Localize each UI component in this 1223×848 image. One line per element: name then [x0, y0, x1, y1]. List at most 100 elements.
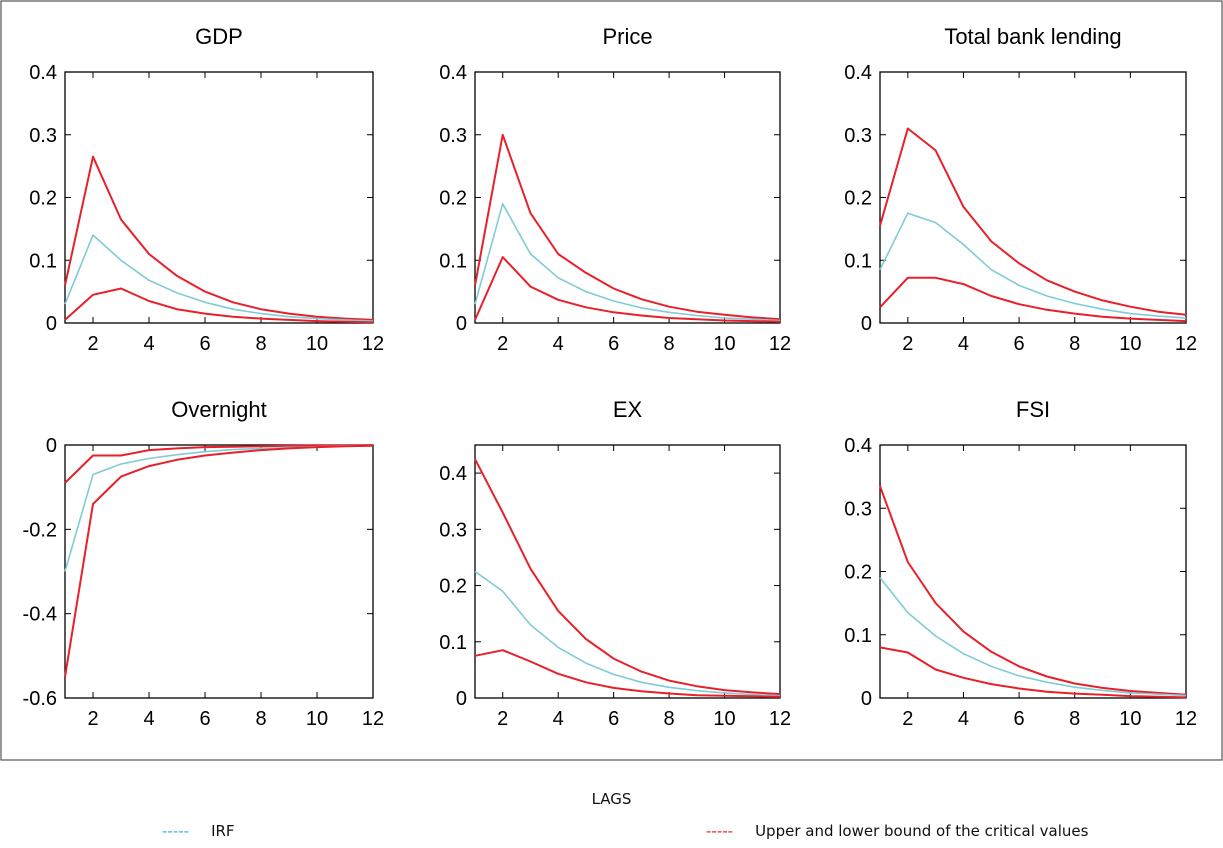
panel-title: FSI: [1016, 397, 1050, 422]
panel-3: Total bank lending 0 0.1 0.2 0.3 0.4 2 4 6 8 10 12: [844, 24, 1197, 355]
y-tick-label: 0: [456, 313, 467, 335]
y-tick-label: 0: [456, 688, 467, 710]
x-tick-label: 2: [497, 708, 508, 730]
x-tick-label: 4: [143, 333, 154, 355]
y-tick-label: 0.2: [29, 188, 57, 210]
x-tick-label: 2: [497, 333, 508, 355]
x-tick-label: 8: [664, 708, 675, 730]
y-tick-label: 0.3: [439, 125, 467, 147]
y-tick-label: 0: [861, 313, 872, 335]
y-tick-label: 0.4: [439, 463, 467, 485]
y-tick-label: 0.4: [844, 62, 872, 84]
legend-label-irf: IRF: [211, 822, 235, 840]
y-tick-label: 0.4: [439, 62, 467, 84]
x-tick-label: 8: [1069, 708, 1080, 730]
x-tick-label: 2: [87, 708, 98, 730]
x-tick-label: 8: [255, 708, 266, 730]
legend-item-irf: ----- IRF: [162, 822, 235, 840]
figure-frame: [0, 0, 1223, 761]
y-tick-label: 0.2: [844, 562, 872, 584]
x-tick-label: 12: [362, 708, 384, 730]
y-tick-label: 0.3: [844, 498, 872, 520]
x-tick-label: 2: [87, 333, 98, 355]
series-line-lower: [474, 649, 781, 698]
x-tick-label: 2: [902, 333, 913, 355]
y-tick-label: -0.4: [23, 604, 57, 626]
series-line-lower: [879, 276, 1187, 323]
x-tick-label: 10: [306, 708, 328, 730]
y-tick-label: 0.4: [844, 435, 872, 457]
y-tick-label: 0.2: [439, 576, 467, 598]
x-tick-label: 4: [143, 708, 154, 730]
y-tick-label: 0.2: [439, 188, 467, 210]
series-line-upper: [879, 127, 1187, 316]
x-tick-label: 10: [713, 708, 735, 730]
x-tick-label: 10: [306, 333, 328, 355]
x-tick-label: 6: [199, 333, 210, 355]
y-tick-label: 0.1: [439, 632, 467, 654]
series-line-lower: [64, 287, 374, 324]
panel-6: FSI 0 0.1 0.2 0.3 0.4 2 4 6 8 10 12: [844, 397, 1197, 730]
panel-4: Overnight -0.6 -0.4 -0.2 0 2 4 6 8 10 12: [23, 397, 385, 730]
x-tick-label: 8: [664, 333, 675, 355]
x-tick-label: 4: [553, 708, 564, 730]
y-tick-label: -0.2: [23, 519, 57, 541]
y-tick-label: 0.3: [29, 125, 57, 147]
series-line-upper: [64, 155, 374, 321]
y-tick-label: 0.1: [844, 625, 872, 647]
x-axis-label: LAGS: [591, 790, 632, 808]
panel-title: Total bank lending: [944, 24, 1121, 49]
panel-5: EX 0 0.1 0.2 0.3 0.4 2 4 6 8 10 12: [439, 397, 791, 730]
panel-2: Price 0 0.1 0.2 0.3 0.4 2 4 6 8 10 12: [439, 24, 791, 355]
series-line-irf: [879, 212, 1187, 319]
x-tick-label: 12: [1175, 333, 1197, 355]
panel-title: GDP: [195, 24, 243, 49]
x-tick-label: 10: [1119, 333, 1141, 355]
series-line-lower: [879, 646, 1187, 699]
series-line-upper: [474, 133, 781, 321]
series-line-upper: [64, 444, 374, 484]
x-tick-label: 4: [553, 333, 564, 355]
x-tick-label: 12: [1175, 708, 1197, 730]
y-tick-label: 0.3: [844, 125, 872, 147]
series-line-irf: [474, 570, 781, 697]
x-tick-label: 10: [713, 333, 735, 355]
y-tick-label: 0: [861, 688, 872, 710]
panel-title: EX: [613, 397, 643, 422]
x-tick-label: 12: [362, 333, 384, 355]
x-tick-label: 6: [608, 708, 619, 730]
series-line-irf: [64, 234, 374, 322]
y-tick-label: 0.4: [29, 62, 57, 84]
y-tick-label: 0.1: [844, 250, 872, 272]
series-line-upper: [879, 485, 1187, 696]
y-tick-label: 0.2: [844, 188, 872, 210]
y-tick-label: 0.1: [439, 250, 467, 272]
y-tick-label: 0.3: [439, 519, 467, 541]
x-tick-label: 12: [769, 333, 791, 355]
series-line-upper: [474, 458, 781, 696]
y-tick-label: 0: [46, 313, 57, 335]
panel-title: Price: [602, 24, 652, 49]
panels: GDP 0 0.1 0.2 0.3 0.4 2 4 6 8 10 12 Price 0 0.1 0.2 0.3 0…: [23, 24, 1198, 730]
x-tick-label: 4: [958, 708, 969, 730]
x-tick-label: 6: [1014, 333, 1025, 355]
x-tick-label: 8: [255, 333, 266, 355]
panel-title: Overnight: [171, 397, 266, 422]
panel-1: GDP 0 0.1 0.2 0.3 0.4 2 4 6 8 10 12: [29, 24, 384, 355]
x-tick-label: 10: [1119, 708, 1141, 730]
x-tick-label: 6: [199, 708, 210, 730]
series-line-irf: [879, 577, 1187, 697]
x-tick-label: 6: [1014, 708, 1025, 730]
legend-label-bounds: Upper and lower bound of the critical va…: [755, 822, 1089, 840]
x-tick-label: 2: [902, 708, 913, 730]
series-line-irf: [474, 203, 781, 322]
x-tick-label: 4: [958, 333, 969, 355]
x-tick-label: 12: [769, 708, 791, 730]
y-tick-label: 0: [46, 435, 57, 457]
legend-line-bounds: -----: [706, 822, 734, 840]
series-line-lower: [64, 444, 374, 678]
y-tick-label: 0.1: [29, 250, 57, 272]
y-tick-label: -0.6: [23, 688, 57, 710]
x-tick-label: 8: [1069, 333, 1080, 355]
